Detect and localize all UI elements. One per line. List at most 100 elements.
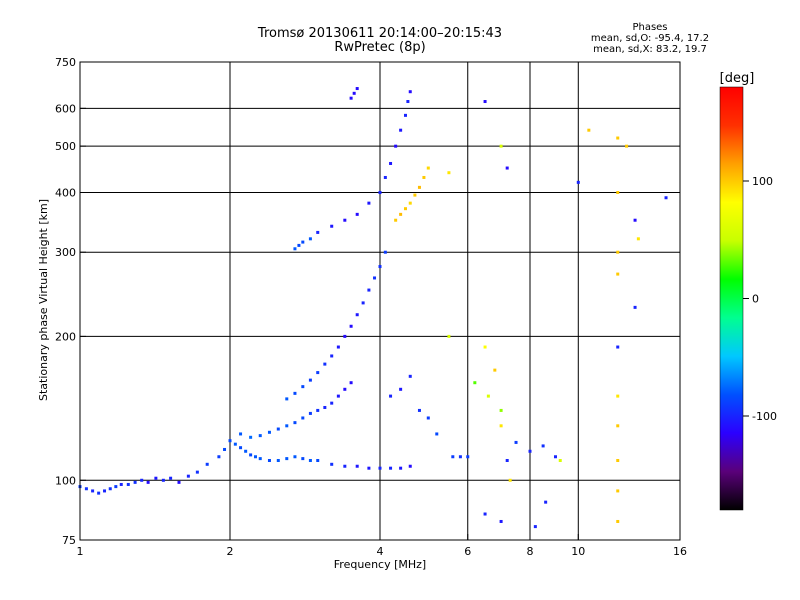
data-point <box>323 362 327 366</box>
data-point <box>154 476 158 480</box>
data-point <box>399 387 403 391</box>
phases-legend-title: Phases <box>632 22 668 33</box>
data-point <box>239 432 243 436</box>
data-point <box>636 237 640 241</box>
data-point <box>352 91 356 95</box>
data-point <box>422 175 426 179</box>
data-point <box>616 489 620 493</box>
data-point <box>330 462 334 466</box>
data-point <box>355 212 359 216</box>
data-point <box>499 424 503 428</box>
x-tick-label: 8 <box>527 545 534 558</box>
data-point <box>483 345 487 349</box>
data-point <box>249 453 253 457</box>
data-point <box>84 487 88 491</box>
data-point <box>408 464 412 468</box>
data-point <box>499 408 503 412</box>
data-point <box>349 96 353 100</box>
data-point <box>293 391 297 395</box>
data-point <box>378 265 382 269</box>
data-point <box>417 185 421 189</box>
data-point <box>447 171 451 175</box>
data-point <box>276 458 280 462</box>
data-point <box>177 480 181 484</box>
data-point <box>616 394 620 398</box>
colorbar-tick-label: 0 <box>752 293 759 306</box>
data-point <box>108 487 112 491</box>
data-point <box>458 455 462 459</box>
data-point <box>316 458 320 462</box>
data-point <box>349 381 353 385</box>
data-point <box>616 424 620 428</box>
phases-legend-x-mode: mean, sd,X: 83.2, 19.7 <box>593 44 707 55</box>
data-point <box>499 519 503 523</box>
colorbar-label: [deg] <box>720 71 755 86</box>
data-point <box>361 301 365 305</box>
data-point <box>447 334 451 338</box>
data-point <box>373 276 377 280</box>
data-point <box>408 374 412 378</box>
data-point <box>367 201 371 205</box>
data-points <box>78 87 668 529</box>
phases-legend-o-mode: mean, sd,O: -95.4, 17.2 <box>590 33 710 44</box>
y-tick-label: 400 <box>55 186 76 199</box>
data-point <box>161 478 165 482</box>
data-point <box>486 394 490 398</box>
data-point <box>355 313 359 317</box>
data-point <box>558 458 562 462</box>
data-point <box>343 334 347 338</box>
colorbar-ticks: 100 0 -100 <box>743 175 777 423</box>
data-point <box>616 519 620 523</box>
data-point <box>435 432 439 436</box>
data-point <box>417 408 421 412</box>
data-point <box>267 458 271 462</box>
data-point <box>394 144 398 148</box>
data-point <box>244 449 248 453</box>
data-point <box>394 218 398 222</box>
data-point <box>293 421 297 425</box>
data-point <box>301 240 305 244</box>
data-point <box>285 457 289 461</box>
data-point <box>633 305 637 309</box>
data-point <box>383 175 387 179</box>
data-point <box>308 237 312 241</box>
data-point <box>378 466 382 470</box>
data-point <box>378 190 382 194</box>
data-point <box>616 136 620 140</box>
x-tick-label: 1 <box>77 545 84 558</box>
data-point <box>258 434 262 438</box>
y-tick-label: 100 <box>55 474 76 487</box>
data-point <box>389 466 393 470</box>
data-point <box>233 442 237 446</box>
data-point <box>308 378 312 382</box>
data-point <box>541 444 545 448</box>
data-point <box>505 458 509 462</box>
data-point <box>140 478 144 482</box>
data-point <box>389 161 393 165</box>
data-point <box>473 381 477 385</box>
data-point <box>413 193 417 197</box>
data-point <box>625 144 629 148</box>
data-point <box>528 449 532 453</box>
data-point <box>403 207 407 211</box>
data-point <box>97 491 101 495</box>
data-point <box>664 196 668 200</box>
data-point <box>228 439 232 443</box>
data-point <box>533 525 537 529</box>
x-tick-label: 4 <box>377 545 384 558</box>
data-point <box>114 485 118 489</box>
data-point <box>389 394 393 398</box>
data-point <box>553 455 557 459</box>
colorbar-tick-label: -100 <box>752 410 777 423</box>
data-point <box>330 401 334 405</box>
data-point <box>336 394 340 398</box>
y-tick-label: 200 <box>55 330 76 343</box>
y-tick-label: 600 <box>55 102 76 115</box>
data-point <box>514 440 518 444</box>
data-point <box>103 489 107 493</box>
data-point <box>355 464 359 468</box>
data-point <box>91 489 95 493</box>
data-point <box>587 128 591 132</box>
data-point <box>355 87 359 91</box>
data-point <box>408 201 412 205</box>
